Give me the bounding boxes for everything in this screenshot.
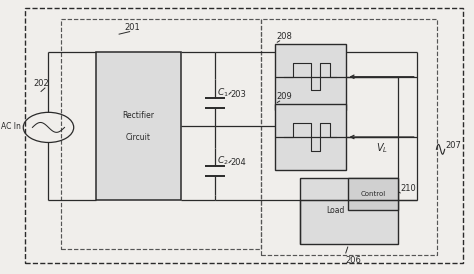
Bar (300, 178, 398, 244)
Text: 204: 204 (230, 158, 246, 167)
Bar (274, 104, 346, 170)
Text: $V_L$: $V_L$ (376, 141, 388, 155)
Bar (348, 178, 398, 210)
Text: $C_2$: $C_2$ (217, 155, 229, 167)
Text: Control: Control (361, 191, 386, 197)
Text: Rectifier: Rectifier (122, 111, 154, 119)
Text: 209: 209 (277, 92, 292, 101)
Bar (261, 19, 438, 255)
Bar (274, 44, 346, 110)
Text: AC In: AC In (1, 122, 21, 130)
Bar (61, 19, 261, 249)
Text: $C_1$: $C_1$ (217, 86, 229, 99)
Text: Load: Load (326, 207, 345, 215)
Text: 210: 210 (401, 184, 416, 193)
Text: 206: 206 (346, 256, 362, 265)
Text: 203: 203 (230, 90, 246, 99)
Text: 202: 202 (33, 79, 49, 88)
Text: 207: 207 (446, 141, 462, 150)
Text: 201: 201 (125, 22, 140, 32)
Bar (96, 52, 181, 200)
Text: Circuit: Circuit (126, 133, 151, 141)
Text: 208: 208 (277, 32, 293, 41)
